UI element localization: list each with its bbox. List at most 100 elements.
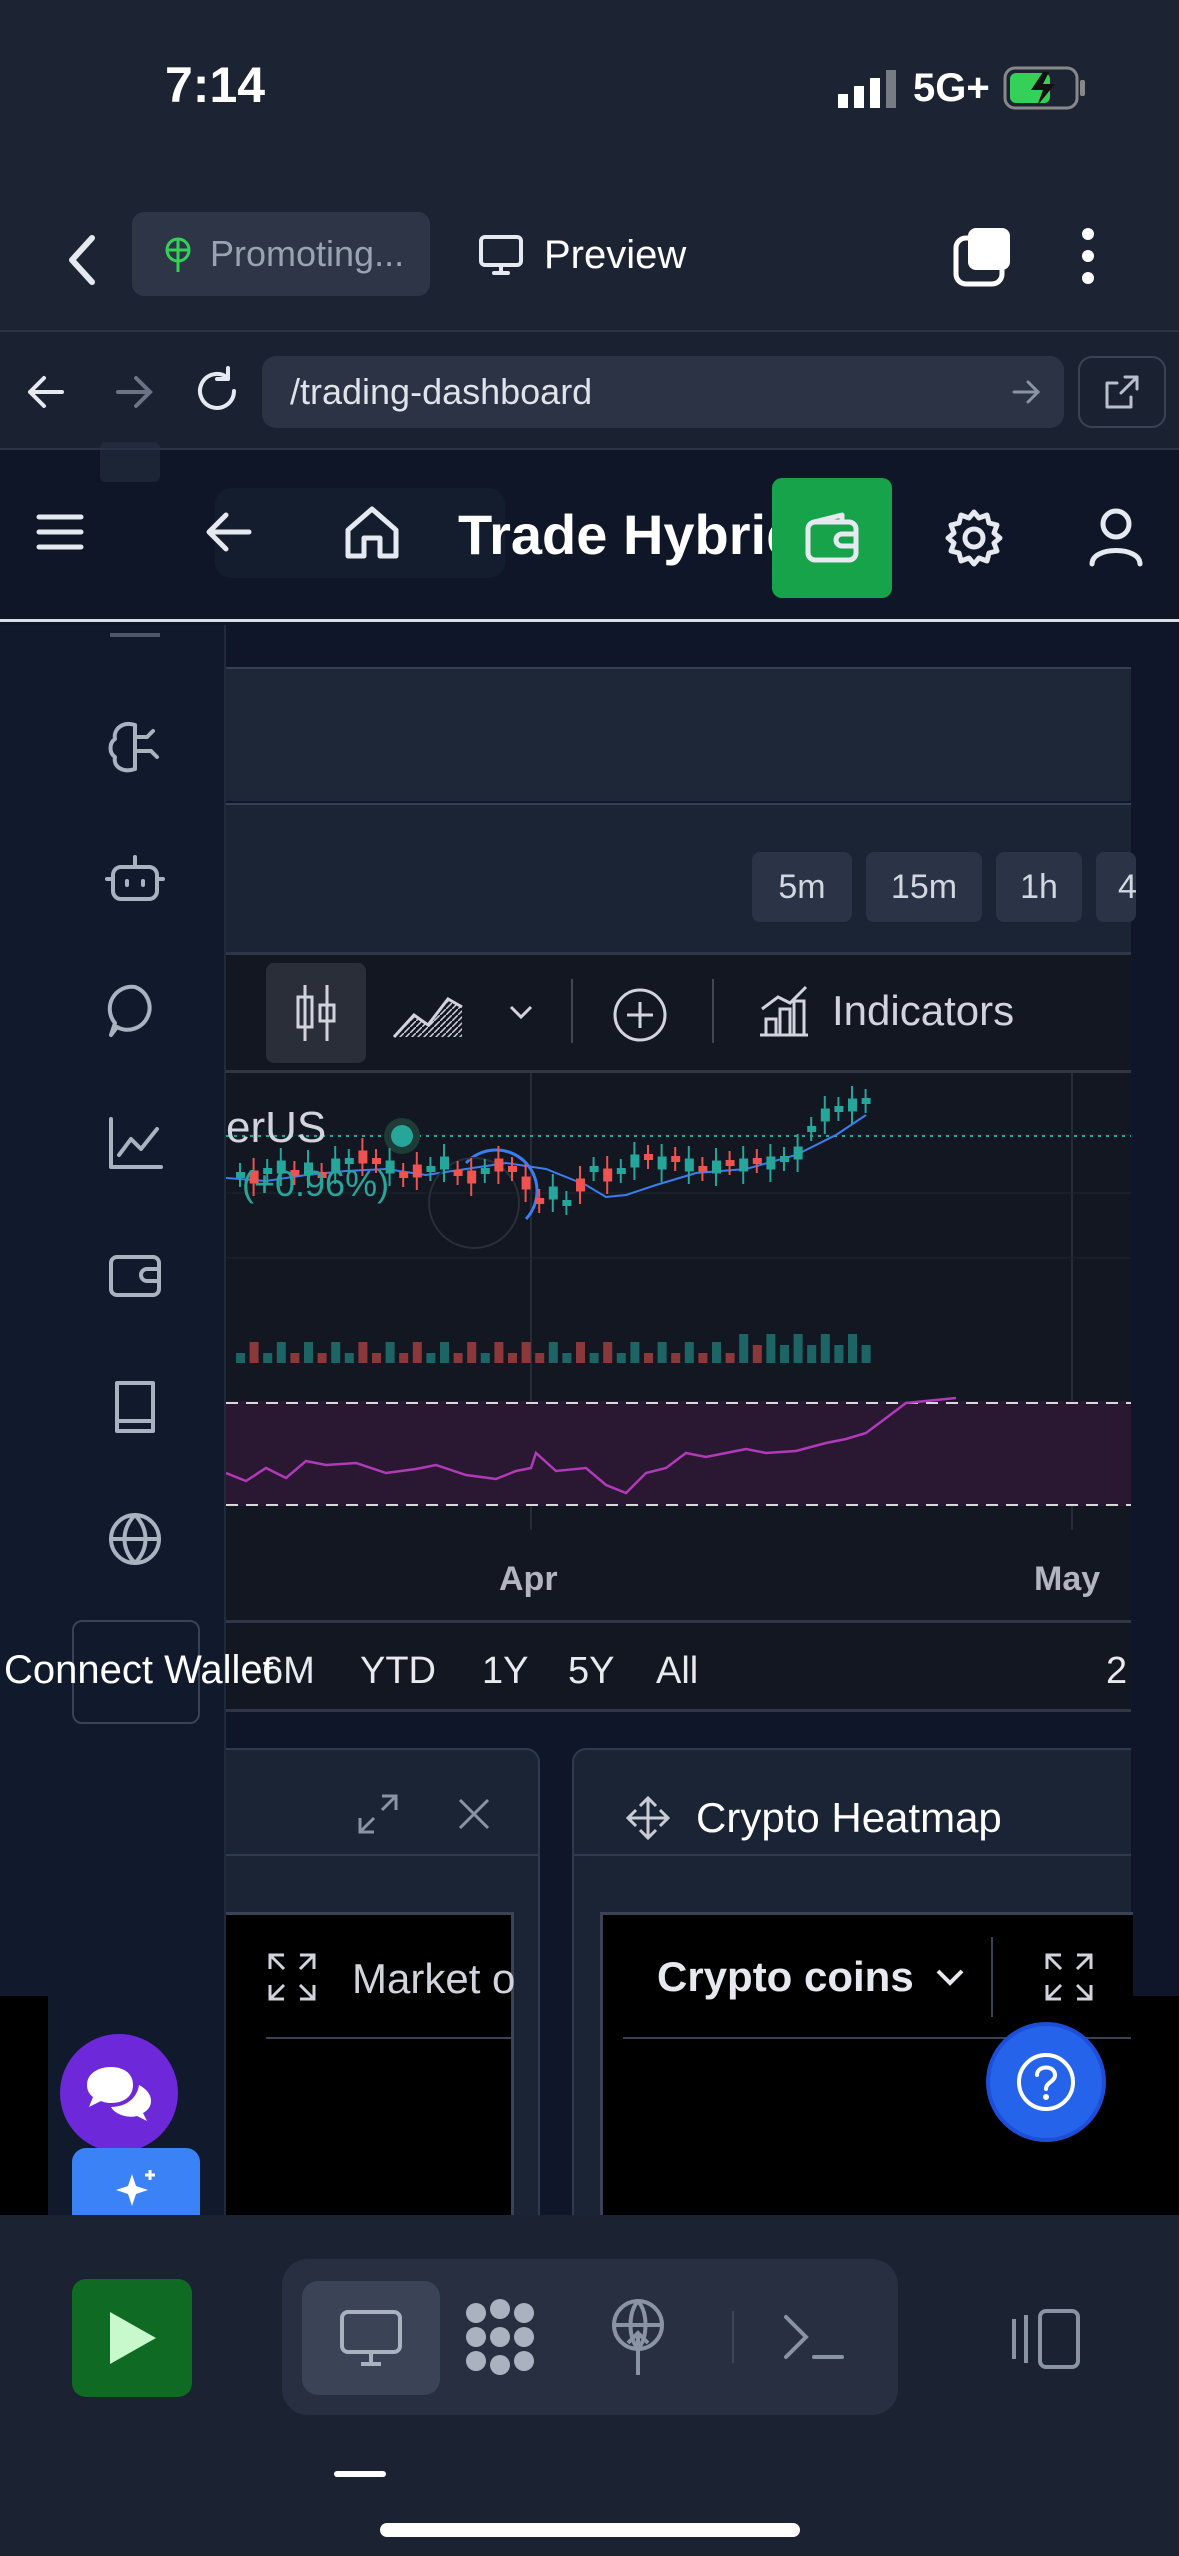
more-options-icon[interactable] xyxy=(1076,226,1100,286)
app-title: Trade Hybrid xyxy=(458,503,801,566)
preview-label: Preview xyxy=(544,232,687,277)
go-arrow-icon[interactable] xyxy=(1010,376,1042,408)
status-bar: 7:14 5G+ xyxy=(0,0,1179,190)
range-all[interactable]: All xyxy=(656,1650,699,1692)
back-arrow-icon[interactable] xyxy=(204,510,252,554)
candle-body xyxy=(616,1168,626,1174)
connect-wallet-frame[interactable] xyxy=(72,1620,200,1724)
volume-bar xyxy=(535,1353,545,1363)
range-1y[interactable]: 1Y xyxy=(482,1650,529,1692)
nav-back-icon[interactable] xyxy=(24,370,68,414)
volume-bar xyxy=(317,1353,327,1363)
market-tab-label[interactable]: Market o xyxy=(352,1955,516,2002)
candle-body xyxy=(780,1156,789,1162)
x-label-may: May xyxy=(1034,1560,1101,1598)
candle-body xyxy=(236,1172,245,1178)
candle-body xyxy=(535,1198,545,1204)
candle-body xyxy=(290,1170,300,1176)
volume-bar xyxy=(467,1342,477,1363)
volume-bar xyxy=(807,1345,817,1363)
chat-bubble-icon[interactable] xyxy=(105,981,165,1041)
volume-bar xyxy=(331,1342,341,1363)
back-chevron-icon[interactable] xyxy=(62,230,102,290)
volume-bar xyxy=(304,1342,313,1363)
candle-body xyxy=(671,1156,681,1162)
brain-icon[interactable] xyxy=(105,717,165,777)
timeframe-1h[interactable]: 1h xyxy=(996,852,1082,922)
help-button[interactable] xyxy=(986,2022,1106,2142)
open-external-button[interactable] xyxy=(1078,356,1166,428)
run-play-button[interactable] xyxy=(72,2279,192,2397)
bottom-toolbar xyxy=(0,2215,1179,2556)
market-panel: Market o xyxy=(226,1748,540,2222)
crypto-heatmap-panel: Crypto Heatmap Crypto coins xyxy=(572,1748,1136,2222)
divider xyxy=(991,1937,993,2017)
desktop-view-button[interactable] xyxy=(302,2281,440,2395)
wallet-icon[interactable] xyxy=(105,1245,165,1305)
deploy-globe-icon[interactable] xyxy=(606,2297,670,2377)
move-drag-icon[interactable] xyxy=(624,1794,672,1842)
range-ytd[interactable]: YTD xyxy=(360,1650,436,1692)
fullscreen-icon[interactable] xyxy=(1043,1951,1095,2003)
terminal-icon[interactable] xyxy=(782,2311,846,2363)
timeframe-15m[interactable]: 15m xyxy=(866,852,982,922)
menu-icon[interactable] xyxy=(36,512,84,552)
reload-icon[interactable] xyxy=(192,366,242,416)
volume-bar xyxy=(820,1334,830,1363)
home-icon[interactable] xyxy=(344,504,400,560)
fullscreen-icon[interactable] xyxy=(266,1951,318,2003)
candle-body xyxy=(562,1200,572,1206)
globe-pin-icon xyxy=(160,236,196,272)
volume-bar xyxy=(562,1353,572,1363)
chevron-down-icon[interactable] xyxy=(508,1003,534,1021)
x-axis: Apr May xyxy=(226,1530,1131,1620)
status-time: 7:14 xyxy=(165,57,266,113)
market-widget: Market o xyxy=(226,1912,516,2222)
crypto-coins-dropdown[interactable]: Crypto coins xyxy=(657,1953,966,2001)
chat-float-button[interactable] xyxy=(60,2034,178,2152)
volume-bar xyxy=(399,1353,409,1363)
divider xyxy=(571,979,573,1043)
add-plus-icon[interactable] xyxy=(612,987,668,1043)
close-icon[interactable] xyxy=(456,1796,492,1832)
book-icon[interactable] xyxy=(105,1377,165,1437)
nav-forward-icon[interactable] xyxy=(112,370,156,414)
ghost-element xyxy=(215,488,505,578)
active-indicator xyxy=(334,2471,386,2477)
range-6m[interactable]: 6M xyxy=(262,1650,315,1692)
apps-grid-icon[interactable] xyxy=(462,2299,538,2375)
candle-body xyxy=(494,1158,504,1172)
tabs-icon[interactable] xyxy=(952,226,1014,288)
expand-icon[interactable] xyxy=(356,1792,400,1836)
split-panel-icon[interactable] xyxy=(1010,2307,1082,2371)
candle-body xyxy=(412,1164,422,1178)
url-field[interactable]: /trading-dashboard xyxy=(262,356,1064,428)
timeframe-4[interactable]: 4 xyxy=(1096,852,1136,922)
candle-body xyxy=(766,1156,776,1170)
view-switcher xyxy=(282,2259,898,2415)
bot-icon[interactable] xyxy=(105,849,165,909)
user-profile-icon[interactable] xyxy=(1088,506,1144,568)
range-5y[interactable]: 5Y xyxy=(568,1650,615,1692)
volume-bar xyxy=(589,1353,599,1363)
battery-icon xyxy=(1003,66,1087,110)
volume-bar xyxy=(630,1342,640,1363)
area-chart-icon[interactable] xyxy=(392,985,464,1039)
volume-bar xyxy=(508,1353,517,1363)
preview-button[interactable]: Preview xyxy=(478,220,686,290)
promoting-pill[interactable]: Promoting... xyxy=(132,212,430,296)
wallet-button[interactable] xyxy=(772,478,892,598)
divider xyxy=(712,979,714,1043)
volume-bar xyxy=(521,1342,531,1363)
volume-bar xyxy=(725,1353,735,1363)
chart-line-icon[interactable] xyxy=(105,1113,165,1173)
connect-wallet-label[interactable]: Connect Wallet xyxy=(4,1648,274,1692)
indicators-button[interactable]: Indicators xyxy=(756,979,1014,1043)
divider xyxy=(574,1854,1131,1856)
ai-sparkle-button[interactable] xyxy=(72,2148,200,2218)
timeframe-5m[interactable]: 5m xyxy=(752,852,852,922)
globe-icon[interactable] xyxy=(105,1509,165,1569)
settings-gear-icon[interactable] xyxy=(944,508,1004,568)
candlestick-type-button[interactable] xyxy=(266,963,366,1063)
candle-body xyxy=(521,1176,531,1190)
